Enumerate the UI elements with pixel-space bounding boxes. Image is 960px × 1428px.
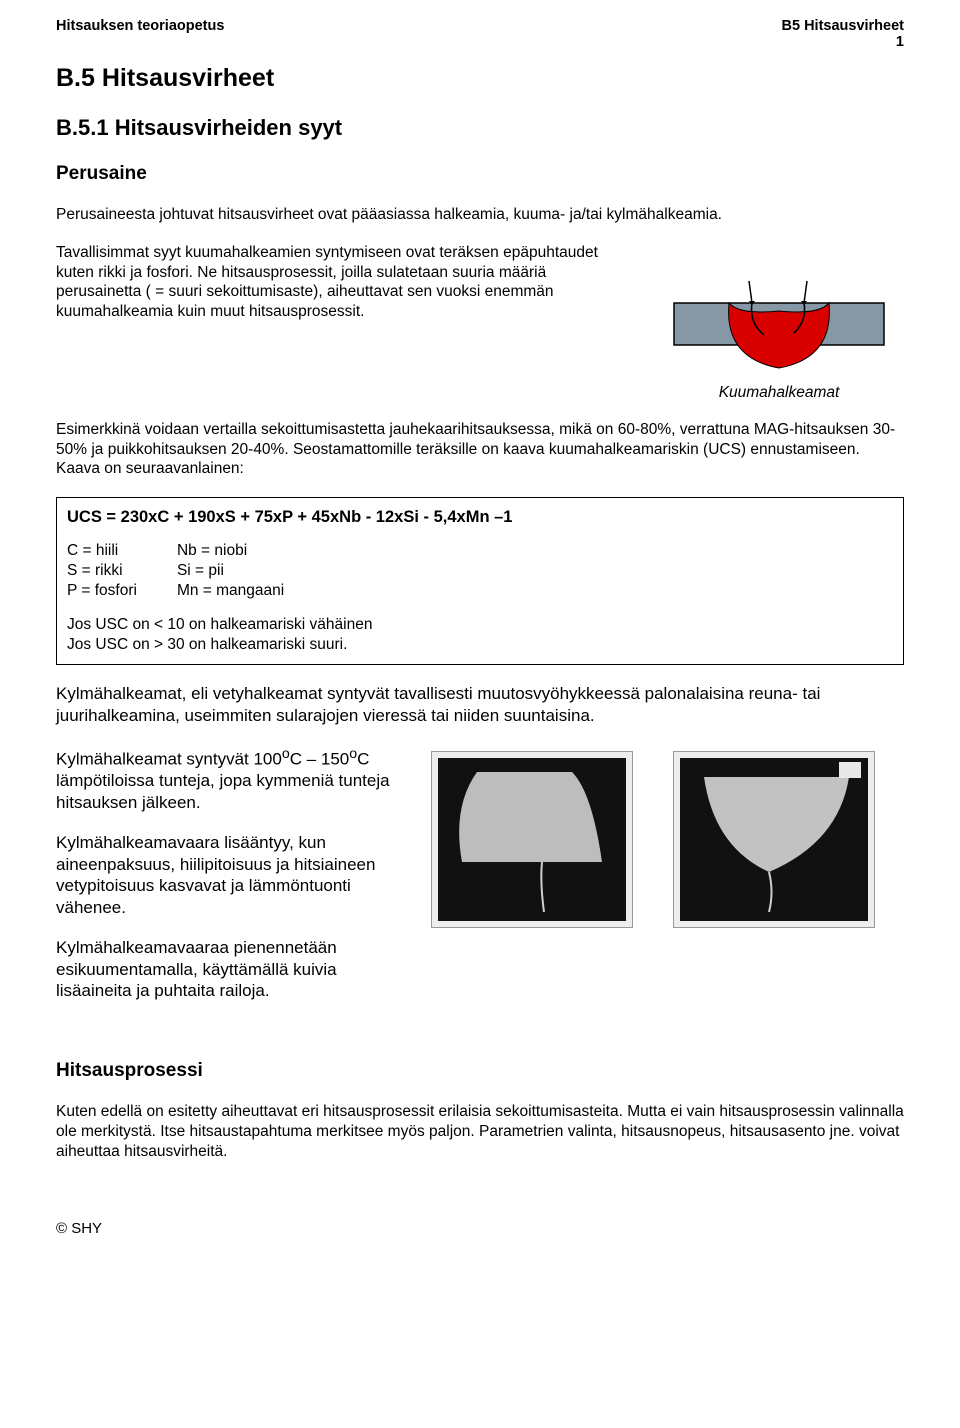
- spacer: [56, 1020, 904, 1060]
- row-hot-crack: Tavallisimmat syyt kuumahalkeamien synty…: [56, 243, 904, 402]
- para-cold-crack-intro: Kylmähalkeamat, eli vetyhalkeamat syntyv…: [56, 683, 904, 727]
- para-hot-crack: Tavallisimmat syyt kuumahalkeamien synty…: [56, 243, 632, 322]
- weld-diagram-icon: [664, 273, 894, 378]
- para-example: Esimerkkinä voidaan vertailla sekoittumi…: [56, 420, 904, 479]
- sym-nb: Nb = niobi: [177, 541, 284, 561]
- photo-crack-2: [673, 751, 875, 928]
- section-title-hitsausprosessi: Hitsausprosessi: [56, 1060, 904, 1082]
- col-hot-crack-text: Tavallisimmat syyt kuumahalkeamien synty…: [56, 243, 632, 322]
- sym-si: Si = pii: [177, 561, 284, 581]
- deg-sup-2: o: [349, 746, 357, 762]
- para-intro: Perusaineesta johtuvat hitsausvirheet ov…: [56, 205, 904, 225]
- document-page: Hitsauksen teoriaopetus B5 Hitsausvirhee…: [0, 0, 960, 1267]
- section-title-perusaine: Perusaine: [56, 163, 904, 185]
- formula-box: UCS = 230xC + 190xS + 75xP + 45xNb - 12x…: [56, 497, 904, 665]
- symbol-col-1: C = hiili S = rikki P = fosfori: [67, 541, 137, 600]
- formula-ucs: UCS = 230xC + 190xS + 75xP + 45xNb - 12x…: [67, 508, 893, 527]
- row-cold-crack: Kylmähalkeamat syntyvät 100oC – 150oC lä…: [56, 745, 904, 1002]
- header-left: Hitsauksen teoriaopetus: [56, 18, 224, 50]
- header-right: B5 Hitsausvirheet 1: [782, 18, 905, 50]
- sym-mn: Mn = mangaani: [177, 581, 284, 601]
- header-right-title: B5 Hitsausvirheet: [782, 18, 905, 34]
- risk-high: Jos USC on > 30 on halkeamariski suuri.: [67, 635, 893, 655]
- para-risk-reduce: Kylmähalkeamavaaraa pienennetään esikuum…: [56, 937, 411, 1002]
- heading-b5: B.5 Hitsausvirheet: [56, 64, 904, 93]
- sym-s: S = rikki: [67, 561, 137, 581]
- copyright: © SHY: [56, 1220, 904, 1237]
- para-temp: Kylmähalkeamat syntyvät 100oC – 150oC lä…: [56, 745, 411, 814]
- col-hot-crack-figure: Kuumahalkeamat: [654, 243, 904, 402]
- figure-caption: Kuumahalkeamat: [654, 384, 904, 402]
- para-process: Kuten edellä on esitetty aiheuttavat eri…: [56, 1102, 904, 1161]
- risk-low: Jos USC on < 10 on halkeamariski vähäine…: [67, 615, 893, 635]
- col-cold-crack-text: Kylmähalkeamat syntyvät 100oC – 150oC lä…: [56, 745, 411, 1002]
- page-number: 1: [782, 34, 905, 50]
- photo-crack-1: [431, 751, 633, 928]
- heading-b5-1: B.5.1 Hitsausvirheiden syyt: [56, 115, 904, 141]
- symbol-definitions: C = hiili S = rikki P = fosfori Nb = nio…: [67, 541, 893, 600]
- para-risk-increase: Kylmähalkeamavaara lisääntyy, kun aineen…: [56, 832, 411, 919]
- risk-thresholds: Jos USC on < 10 on halkeamariski vähäine…: [67, 615, 893, 655]
- page-header: Hitsauksen teoriaopetus B5 Hitsausvirhee…: [56, 18, 904, 50]
- deg-sup-1: o: [282, 746, 290, 762]
- col-cold-crack-photos: [431, 745, 904, 928]
- symbol-col-2: Nb = niobi Si = pii Mn = mangaani: [177, 541, 284, 600]
- sym-p: P = fosfori: [67, 581, 137, 601]
- photo-pair: [431, 745, 904, 928]
- sym-c: C = hiili: [67, 541, 137, 561]
